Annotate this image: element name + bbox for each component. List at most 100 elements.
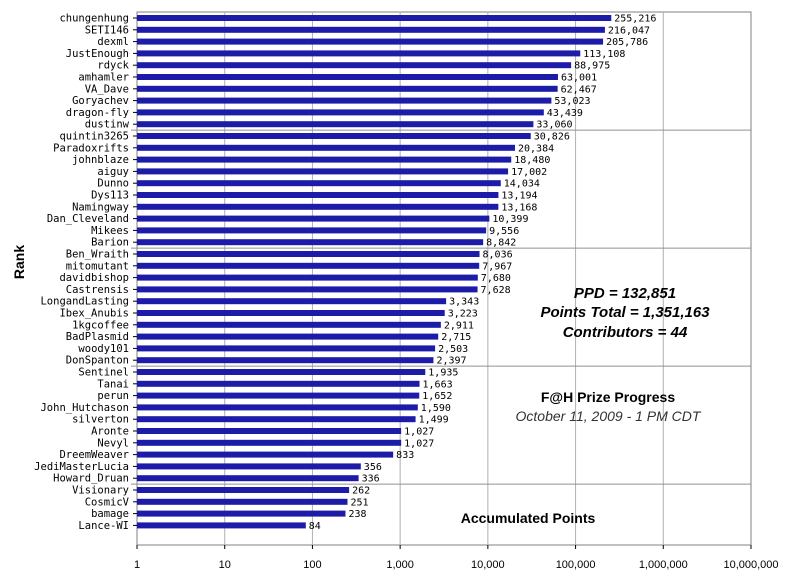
category-label: Goryachev [72, 95, 129, 107]
bar [137, 380, 420, 387]
category-label: davidbishop [59, 272, 129, 284]
group-dividers [131, 129, 751, 485]
bar [137, 192, 499, 198]
value-label: 8,036 [483, 250, 513, 261]
bar [137, 109, 544, 116]
value-label: 216,047 [608, 25, 650, 36]
bar [137, 215, 490, 222]
bar [137, 416, 416, 423]
bar [137, 510, 346, 517]
bar [137, 451, 394, 458]
category-label: mitomutant [66, 260, 129, 272]
category-label: rdyck [97, 60, 129, 72]
bar [137, 404, 418, 411]
category-label: Visionary [72, 485, 129, 497]
bar [137, 321, 441, 328]
category-label: LongandLasting [40, 296, 129, 308]
value-label: 2,503 [438, 344, 468, 355]
y-axis-label: Rank [11, 245, 27, 279]
bar [137, 310, 445, 316]
x-tick-label: 100,000 [556, 559, 596, 571]
category-label: 1kgcoffee [72, 319, 129, 331]
category-label: Lance-WI [78, 520, 129, 532]
category-label: aiguy [97, 166, 129, 178]
value-label: 1,590 [421, 403, 451, 414]
category-label: perun [97, 390, 129, 402]
category-label: Aronte [91, 426, 129, 438]
bar [137, 62, 572, 69]
category-label: Barion [91, 237, 129, 249]
category-label: Dunno [97, 178, 129, 190]
value-labels: 255,216216,047205,786113,10888,97563,001… [309, 14, 657, 532]
value-label: 18,480 [514, 155, 550, 166]
bar [137, 50, 581, 57]
value-label: 13,194 [501, 191, 537, 202]
bar [137, 251, 480, 257]
value-label: 30,826 [534, 132, 570, 143]
value-label: 3,223 [448, 309, 478, 320]
value-label: 1,652 [422, 391, 452, 402]
category-label: silverton [72, 414, 129, 426]
value-label: 1,027 [404, 438, 434, 449]
bar [137, 345, 436, 352]
x-tick-label: 1,000,000 [639, 559, 688, 571]
category-label: Sentinel [78, 367, 129, 379]
bar [137, 475, 359, 482]
bar [137, 357, 434, 364]
x-tick-labels: 1 10 100 1,000 10,000 100,000 1,000,000 10,000,… [134, 559, 779, 571]
category-label: Ibex_Anubis [59, 308, 129, 320]
x-tick-label: 1,000 [386, 559, 414, 571]
value-label: 255,216 [614, 14, 656, 25]
category-label: Dan_Cleveland [47, 213, 129, 225]
category-label: woody101 [78, 343, 129, 355]
category-label: CosmicV [85, 496, 130, 508]
value-label: 1,935 [428, 368, 458, 379]
x-tick-label: 10,000 [471, 559, 505, 571]
value-label: 2,397 [436, 356, 466, 367]
category-label: Nevyl [97, 437, 129, 449]
bar [137, 85, 558, 92]
category-label: Dys113 [91, 190, 129, 202]
x-tick-label: 10,000,000 [723, 559, 778, 571]
category-label: bamage [91, 508, 129, 520]
category-label: SETI146 [85, 24, 129, 36]
category-label: chungenhung [59, 13, 129, 25]
bar [137, 203, 499, 210]
value-label: 62,467 [561, 84, 597, 95]
bar [137, 239, 484, 246]
category-label: JustEnough [66, 48, 129, 60]
value-label: 84 [309, 521, 321, 532]
value-label: 205,786 [606, 37, 648, 48]
bar [137, 168, 509, 175]
points-total-annotation: Points Total = 1,351,163 [540, 304, 710, 321]
bar [137, 15, 612, 21]
bar [137, 298, 447, 305]
value-label: 356 [364, 462, 382, 473]
value-label: 7,628 [481, 285, 511, 296]
bar [137, 369, 426, 375]
value-label: 7,680 [481, 273, 511, 284]
category-label: Namingway [72, 201, 129, 213]
bar [137, 156, 512, 163]
value-label: 9,556 [489, 226, 519, 237]
category-label: johnblaze [72, 154, 129, 166]
category-label: VA_Dave [85, 83, 129, 95]
category-label: quintin3265 [59, 131, 129, 143]
x-tick-label: 1 [134, 559, 140, 571]
value-label: 2,715 [441, 332, 471, 343]
category-label: DreemWeaver [59, 449, 129, 461]
bar [137, 392, 420, 399]
bar [137, 97, 552, 104]
bar [137, 498, 348, 505]
value-label: 53,023 [554, 96, 590, 107]
category-label: Castrensis [66, 284, 129, 296]
value-label: 113,108 [583, 49, 625, 60]
category-label: John_Hutchason [40, 402, 129, 414]
value-label: 833 [396, 450, 414, 461]
bar [137, 227, 487, 234]
category-label: dragon-fly [66, 107, 129, 119]
value-label: 336 [362, 474, 380, 485]
value-label: 8,842 [486, 238, 516, 249]
x-axis-label: Accumulated Points [461, 510, 596, 526]
